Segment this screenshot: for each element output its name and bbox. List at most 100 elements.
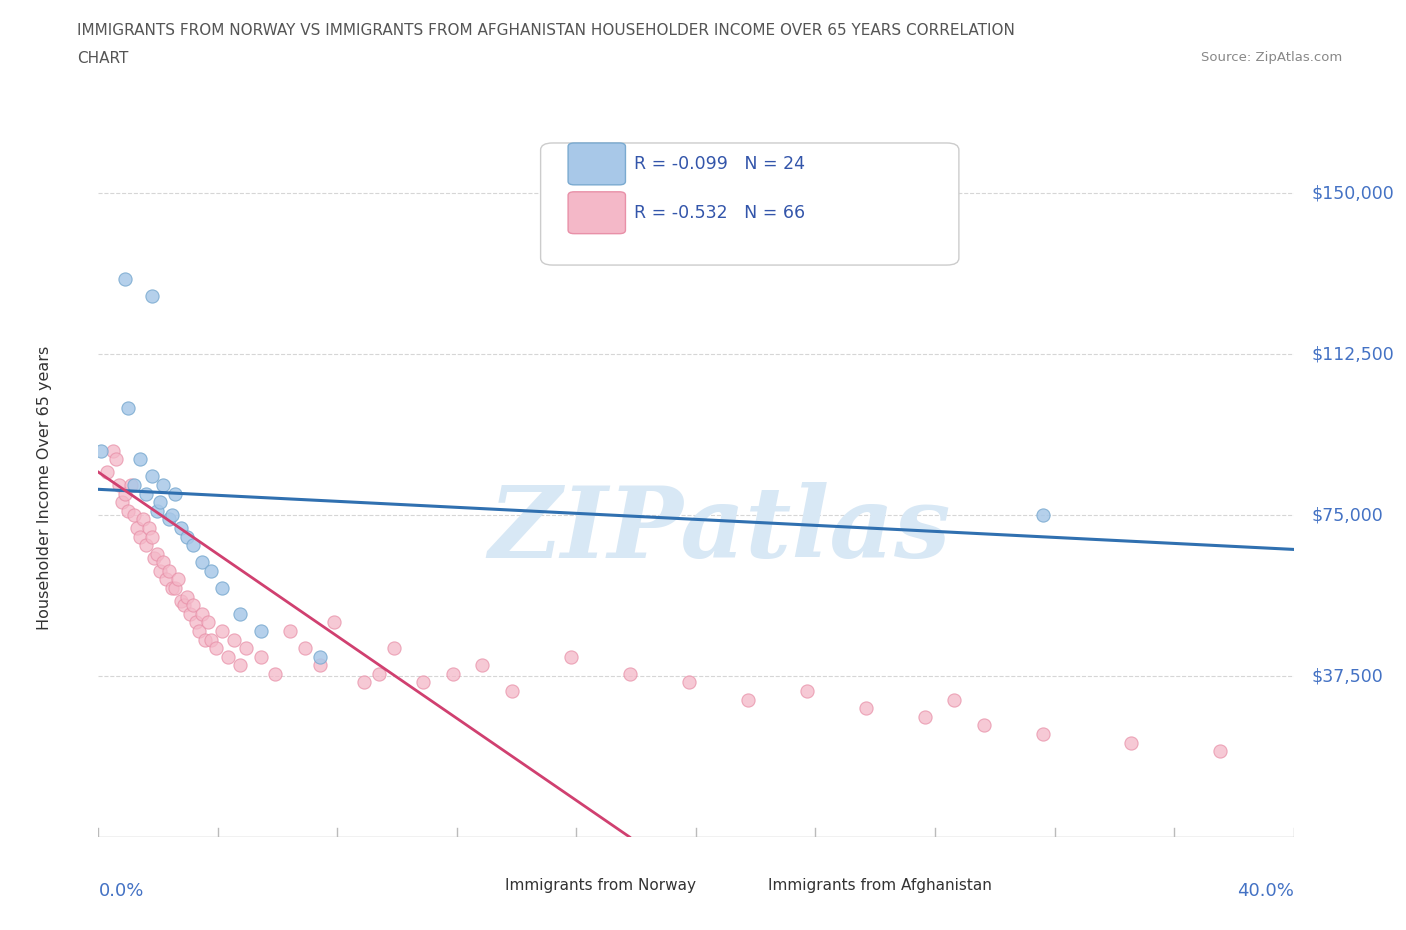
Point <box>176 590 198 604</box>
Text: Source: ZipAtlas.com: Source: ZipAtlas.com <box>1202 51 1343 64</box>
Point <box>412 675 434 690</box>
Text: Immigrants from Norway: Immigrants from Norway <box>505 878 696 894</box>
Point <box>294 641 316 656</box>
Point <box>1121 735 1143 750</box>
Point <box>224 632 246 647</box>
Point <box>737 692 759 707</box>
Point <box>501 684 523 698</box>
Point <box>167 572 190 587</box>
Point <box>160 508 183 523</box>
Point <box>211 580 233 595</box>
Point <box>105 452 128 467</box>
Point <box>367 667 389 682</box>
Text: R = -0.099   N = 24: R = -0.099 N = 24 <box>634 155 804 173</box>
Point <box>128 529 150 544</box>
Point <box>200 632 222 647</box>
Point <box>117 503 139 518</box>
Text: R = -0.532   N = 66: R = -0.532 N = 66 <box>634 204 806 221</box>
Text: 0.0%: 0.0% <box>98 883 143 900</box>
Point <box>943 692 966 707</box>
Point <box>101 444 124 458</box>
Point <box>382 641 405 656</box>
Point <box>235 641 257 656</box>
FancyBboxPatch shape <box>540 143 959 265</box>
Point <box>120 478 142 493</box>
Point <box>619 667 641 682</box>
Point <box>249 649 271 664</box>
Point <box>141 288 163 303</box>
Point <box>135 486 157 501</box>
Point <box>796 684 818 698</box>
Point <box>190 606 212 621</box>
Text: IMMIGRANTS FROM NORWAY VS IMMIGRANTS FROM AFGHANISTAN HOUSEHOLDER INCOME OVER 65: IMMIGRANTS FROM NORWAY VS IMMIGRANTS FRO… <box>77 23 1015 38</box>
FancyBboxPatch shape <box>716 873 756 898</box>
Point <box>1209 744 1232 759</box>
Point <box>165 580 187 595</box>
Text: $75,000: $75,000 <box>1312 506 1384 525</box>
Point <box>229 606 252 621</box>
Point <box>170 521 193 536</box>
Point <box>179 606 201 621</box>
Point <box>914 710 936 724</box>
Point <box>149 564 172 578</box>
Point <box>111 495 134 510</box>
Point <box>353 675 375 690</box>
Point <box>181 598 204 613</box>
Point <box>176 529 198 544</box>
FancyBboxPatch shape <box>568 143 626 185</box>
Point <box>229 658 252 672</box>
Text: ZIPatlas: ZIPatlas <box>489 482 950 578</box>
Text: Immigrants from Afghanistan: Immigrants from Afghanistan <box>768 878 991 894</box>
Point <box>141 469 163 484</box>
Point <box>249 623 271 638</box>
Point <box>90 444 112 458</box>
Point <box>155 572 177 587</box>
Point <box>308 649 330 664</box>
Text: $112,500: $112,500 <box>1312 345 1395 363</box>
Point <box>146 503 169 518</box>
Point <box>157 512 180 526</box>
Point <box>122 508 145 523</box>
Point <box>143 551 166 565</box>
Point <box>1032 508 1054 523</box>
Point <box>173 598 195 613</box>
Point <box>157 564 180 578</box>
Point <box>211 623 233 638</box>
Point <box>131 512 153 526</box>
Point <box>278 623 301 638</box>
Point <box>441 667 464 682</box>
Point <box>217 649 239 664</box>
Point <box>264 667 287 682</box>
Point <box>205 641 228 656</box>
Point <box>194 632 217 647</box>
Point <box>114 272 136 286</box>
Point <box>560 649 582 664</box>
Point <box>152 478 174 493</box>
Text: 40.0%: 40.0% <box>1237 883 1294 900</box>
FancyBboxPatch shape <box>568 192 626 233</box>
Point <box>141 529 163 544</box>
Point <box>149 495 172 510</box>
Point <box>165 486 187 501</box>
Point <box>855 701 877 716</box>
Point <box>138 521 160 536</box>
Point <box>108 478 131 493</box>
Point <box>160 580 183 595</box>
Point <box>152 555 174 570</box>
Point <box>197 615 219 630</box>
Point <box>135 538 157 552</box>
Text: Householder Income Over 65 years: Householder Income Over 65 years <box>37 346 52 631</box>
Point <box>122 478 145 493</box>
FancyBboxPatch shape <box>453 873 494 898</box>
Point <box>117 400 139 415</box>
Point <box>187 623 209 638</box>
Point <box>170 593 193 608</box>
Point <box>146 546 169 561</box>
Point <box>114 486 136 501</box>
Point <box>96 465 118 480</box>
Point <box>678 675 700 690</box>
Point <box>973 718 995 733</box>
Text: $150,000: $150,000 <box>1312 184 1395 202</box>
Point <box>1032 726 1054 741</box>
Text: $37,500: $37,500 <box>1312 667 1384 685</box>
